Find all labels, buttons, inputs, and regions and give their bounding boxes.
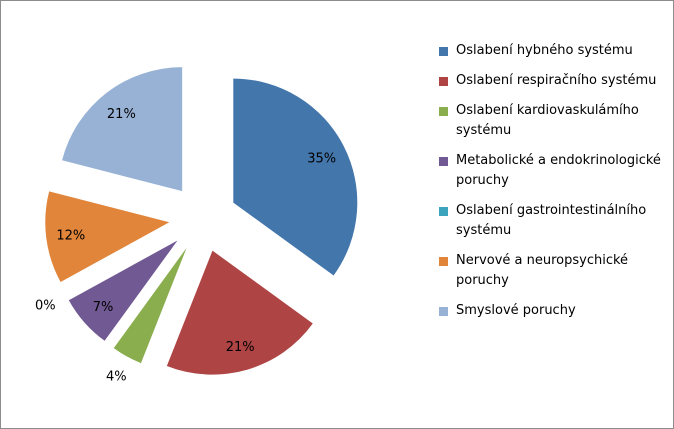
legend-swatch xyxy=(439,157,448,166)
legend: Oslabení hybného systému Oslabení respira… xyxy=(439,41,671,321)
legend-label: Metabolické a endokrinologické poruchy xyxy=(456,153,661,188)
legend-swatch xyxy=(439,47,448,56)
legend-label: Oslabení gastrointestinálního systému xyxy=(456,203,647,238)
legend-item: Metabolické a endokrinologické poruchy xyxy=(439,151,671,191)
legend-label: Oslabení kardiovaskulámího systému xyxy=(456,103,639,138)
legend-item: Oslabení hybného systému xyxy=(439,41,671,61)
slice-metabolicke-a-endokrinologicke-poruchy xyxy=(68,240,178,341)
slice-oslabeni-hybneho-systemu xyxy=(233,78,358,276)
legend-item: Nervové a neuropsychické poruchy xyxy=(439,251,671,291)
legend-swatch xyxy=(439,107,448,116)
legend-label: Oslabení respiračního systému xyxy=(456,73,657,88)
slice-nervove-a-neuropsychicke-poruchy-label: 12% xyxy=(56,229,85,244)
legend-item: Smyslové poruchy xyxy=(439,301,671,321)
legend-label: Oslabení hybného systému xyxy=(456,43,633,58)
slice-nervove-a-neuropsychicke-poruchy xyxy=(45,191,170,282)
legend-item: Oslabení gastrointestinálního systému xyxy=(439,201,671,241)
legend-swatch xyxy=(439,257,448,266)
legend-label: Nervové a neuropsychické poruchy xyxy=(456,253,629,288)
legend-swatch xyxy=(439,307,448,316)
legend-swatch xyxy=(439,207,448,216)
slice-metabolicke-a-endokrinologicke-poruchy-label: 7% xyxy=(93,300,114,315)
legend-item: Oslabení respiračního systému xyxy=(439,71,671,91)
slice-oslabeni-kardiovaskulamiho-systemu-label: 4% xyxy=(106,370,127,385)
legend-swatch xyxy=(439,77,448,86)
slice-oslabeni-respiracniho-systemu-label: 21% xyxy=(226,340,255,355)
slice-smyslove-poruchy-label: 21% xyxy=(107,107,136,122)
slice-smyslove-poruchy xyxy=(62,67,183,192)
slice-oslabeni-kardiovaskulamiho-systemu xyxy=(113,247,187,364)
legend-label: Smyslové poruchy xyxy=(456,303,576,318)
legend-item: Oslabení kardiovaskulámího systému xyxy=(439,101,671,141)
slice-oslabeni-hybneho-systemu-label: 35% xyxy=(307,152,336,167)
slice-oslabeni-respiracniho-systemu xyxy=(166,250,313,375)
slice-oslabeni-gastrointestinalniho-systemu-label: 0% xyxy=(35,299,56,314)
